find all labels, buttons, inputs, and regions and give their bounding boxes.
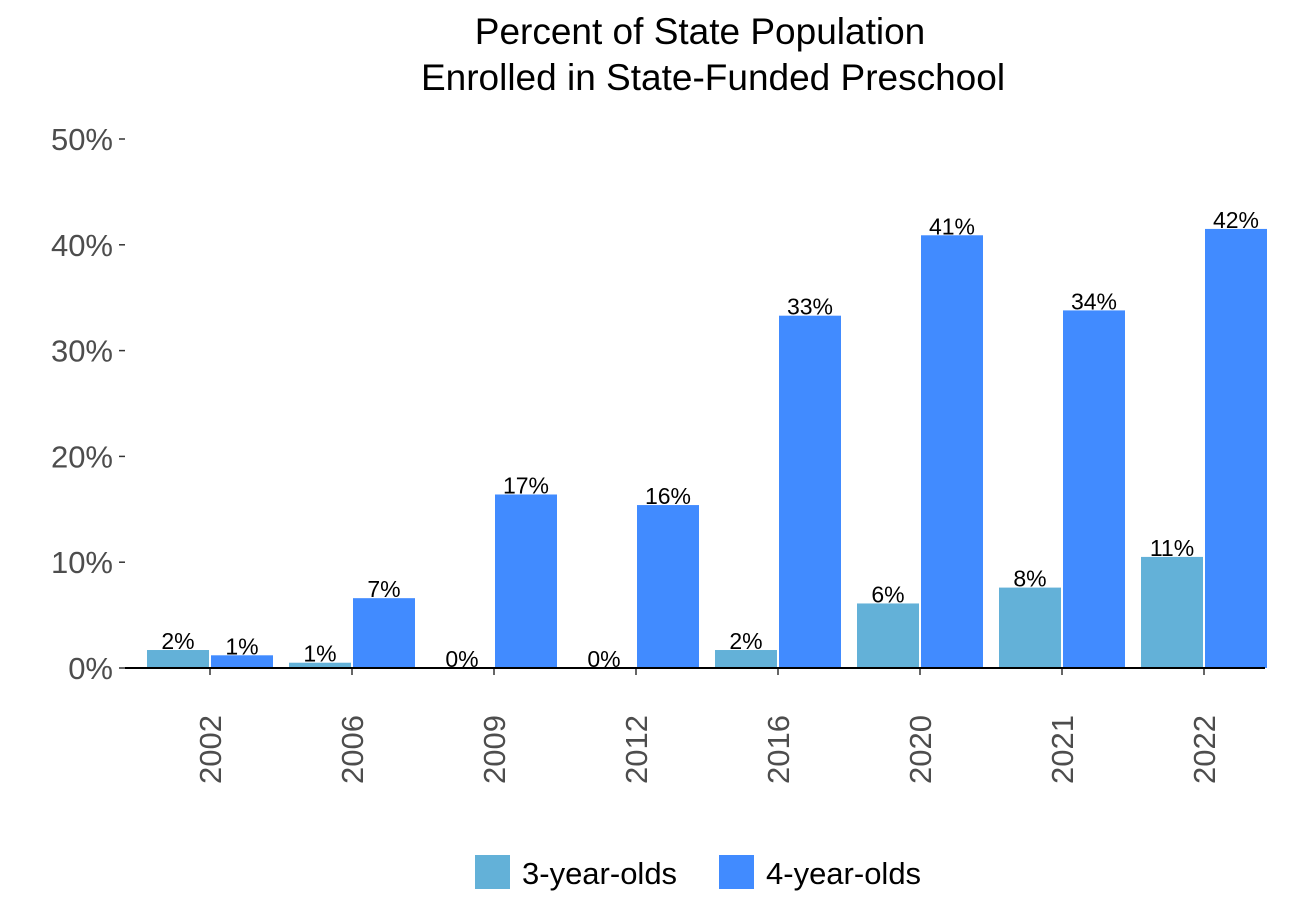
x-tick-label: 2009 bbox=[477, 715, 512, 784]
bar-4-year-olds-2006 bbox=[353, 598, 415, 668]
x-tick-label: 2002 bbox=[193, 715, 228, 784]
bar-4-year-olds-2021 bbox=[1063, 310, 1125, 668]
data-label: 2% bbox=[161, 628, 194, 654]
bar-4-year-olds-2012 bbox=[637, 505, 699, 668]
bars: 2% 1% 1%7%0%17%0%16%2%33%6%41%8%34%11%42% bbox=[147, 207, 1267, 672]
data-label: 7% bbox=[367, 576, 400, 602]
x-tick-label: 2020 bbox=[903, 715, 938, 784]
data-label: 6% bbox=[871, 581, 904, 607]
legend: 3-year-olds 4-year-olds bbox=[475, 855, 921, 891]
bar-4-year-olds-2016 bbox=[779, 315, 841, 668]
y-axis: 0% 10% 20% 30% 40% 50% bbox=[51, 122, 125, 686]
data-label: 16% bbox=[645, 483, 691, 509]
data-label: 1% bbox=[303, 641, 336, 667]
chart-title-line-1: Percent of State Population bbox=[475, 11, 925, 52]
chart-title-line-2: Enrolled in State-Funded Preschool bbox=[421, 57, 1005, 98]
y-tick-label: 30% bbox=[51, 334, 113, 369]
legend-swatch bbox=[475, 855, 510, 889]
data-label: 42% bbox=[1213, 207, 1259, 233]
x-tick-label: 2006 bbox=[335, 715, 370, 784]
data-label: 34% bbox=[1071, 288, 1117, 314]
data-label: 2% bbox=[729, 628, 762, 654]
bar-3-year-olds-2020 bbox=[857, 603, 919, 668]
data-label: 8% bbox=[1013, 566, 1046, 592]
bar-4-year-olds-2009 bbox=[495, 494, 557, 668]
data-label: 11% bbox=[1150, 535, 1194, 561]
data-label: 33% bbox=[787, 294, 833, 320]
x-tick-label: 2012 bbox=[619, 715, 654, 784]
legend-label: 4-year-olds bbox=[766, 856, 921, 891]
bar-3-year-olds-2006 bbox=[289, 662, 351, 668]
bar-3-year-olds-2022 bbox=[1141, 556, 1203, 668]
bar-4-year-olds-2002 bbox=[211, 655, 273, 668]
y-tick-label: 10% bbox=[51, 545, 113, 580]
data-label: 1% bbox=[225, 633, 258, 659]
y-tick-label: 50% bbox=[51, 122, 113, 157]
x-axis: 2002 2006 2009 2012 2016 2020 2021 2022 bbox=[125, 667, 1265, 784]
legend-label: 3-year-olds bbox=[522, 856, 677, 891]
bar-3-year-olds-2002 bbox=[147, 650, 209, 668]
x-tick-label: 2021 bbox=[1045, 715, 1080, 784]
y-tick-label: 0% bbox=[68, 651, 113, 686]
bar-4-year-olds-2022 bbox=[1205, 228, 1267, 668]
bar-4-year-olds-2020 bbox=[921, 235, 983, 668]
data-label: 41% bbox=[929, 213, 975, 239]
bar-3-year-olds-2016 bbox=[715, 650, 777, 668]
x-tick-label: 2022 bbox=[1187, 715, 1222, 784]
y-tick-label: 40% bbox=[51, 228, 113, 263]
data-label: 17% bbox=[503, 472, 549, 498]
bar-3-year-olds-2021 bbox=[999, 587, 1061, 668]
y-tick-label: 20% bbox=[51, 439, 113, 474]
legend-swatch bbox=[719, 855, 754, 889]
x-tick-label: 2016 bbox=[761, 715, 796, 784]
